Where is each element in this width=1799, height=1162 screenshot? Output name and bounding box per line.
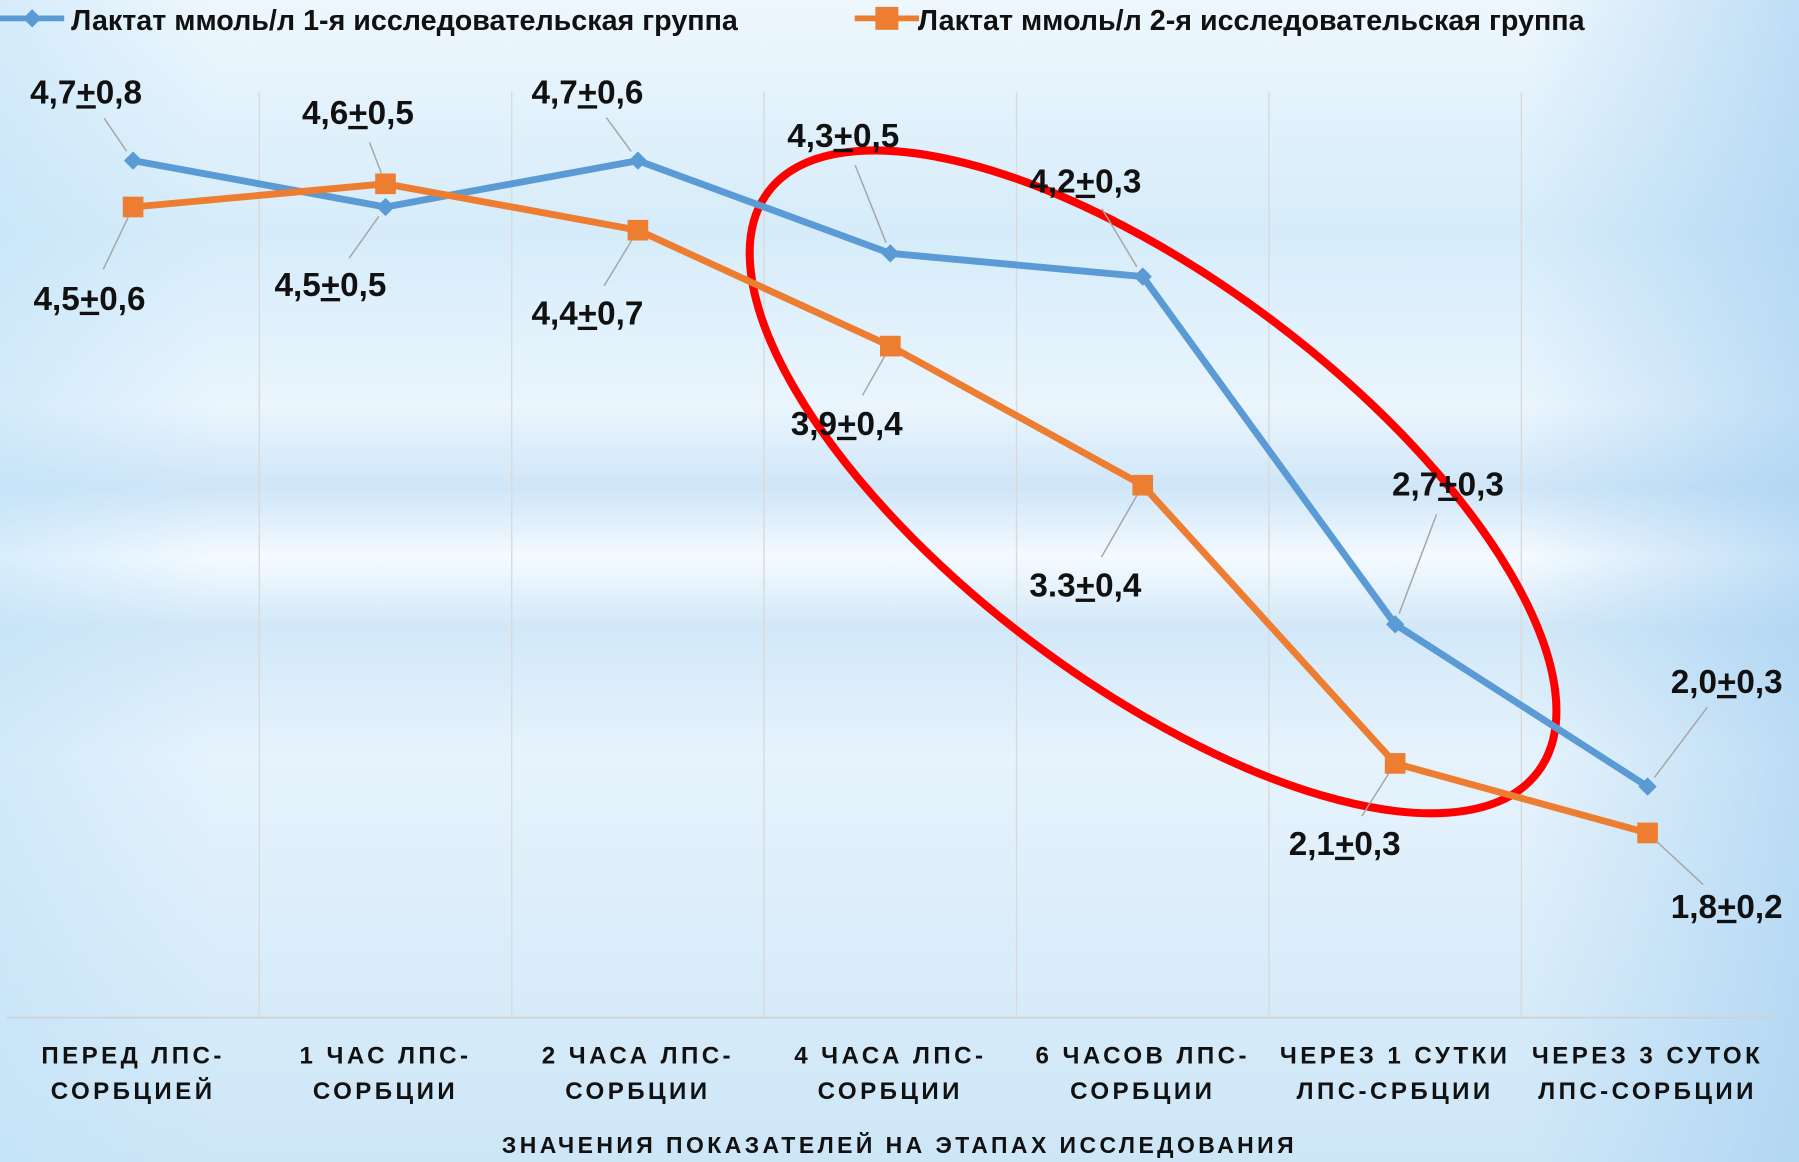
data-label: 4,3+0,5 [787,118,899,155]
label-part: + [1076,568,1095,605]
label-part: 4,6 [302,95,348,132]
leader-line [603,239,633,287]
data-label: 4,6+0,5 [302,95,414,132]
marker [1637,822,1658,844]
leader-line [368,142,383,174]
label-part: 1,8 [1671,889,1717,926]
data-label: 4,5+0,6 [34,281,146,318]
label-part: 2,0 [1671,664,1717,701]
marker [628,151,648,170]
marker [375,173,396,195]
x-tick-label: ПЕРЕД ЛПС- СОРБЦИЕЙ [41,1042,225,1105]
legend-label: Лактат ммоль/л 1-я исследовательская гру… [71,5,739,37]
label-part: 0,6 [597,74,643,111]
data-label: 4,7+0,6 [531,74,643,111]
marker [879,335,901,357]
x-tick-label: 2 ЧАСА ЛПС- СОРБЦИИ [541,1042,735,1105]
label-part: 2,1 [1289,826,1335,863]
data-label: 4,4+0,7 [531,296,643,333]
x-tick-label: ЧЕРЕЗ 3 СУТОК ЛПС-СОРБЦИИ [1531,1042,1764,1105]
data-label: 4,5+0,5 [274,267,386,304]
label-part: 0,5 [368,95,414,132]
leader-line [103,117,128,152]
label-part: 0,5 [340,267,386,304]
label-part: 4,7 [30,74,76,111]
leader-line [854,164,887,243]
label-part: + [837,406,856,443]
marker [123,151,143,170]
label-part: 0,6 [99,281,145,318]
marker [376,197,395,217]
leader-line [1398,513,1438,614]
label-part: 3,9 [791,406,837,443]
data-label: 3.3+0,4 [1029,568,1141,605]
label-part: 4,2 [1029,164,1075,201]
leader-line [348,215,380,259]
label-part: 0,3 [1458,467,1504,504]
marker [1638,777,1657,796]
leader-line [861,355,886,396]
legend-label: Лактат ммоль/л 2-я исследовательская гру… [918,5,1586,37]
leader-line [102,217,129,270]
highlight-ellipse [745,146,1561,818]
label-part: + [578,74,597,111]
label-part: + [321,267,340,304]
x-axis-title: ЗНАЧЕНИЯ ПОКАЗАТЕЛЕЙ НА ЭТАПАХ ИССЛЕДОВА… [501,1133,1298,1159]
label-part: + [578,296,597,333]
data-label: 4,2+0,3 [1029,164,1141,201]
marker [1132,474,1154,496]
label-part: 4,7 [531,74,577,111]
label-part: + [834,118,853,155]
data-label: 3,9+0,4 [791,406,903,443]
label-part: 0,8 [96,74,142,111]
label-part: + [1076,164,1095,201]
marker [881,244,900,263]
label-part: 4,4 [531,296,578,333]
marker [122,196,144,218]
leader-line [1361,772,1390,817]
legend-marker [875,6,899,30]
marker [1384,753,1406,774]
label-part: + [348,95,367,132]
leader-line [1655,840,1704,886]
label-part: 4,3 [787,118,833,155]
label-part: + [1717,664,1736,701]
data-label: 2,1+0,3 [1289,826,1401,863]
label-part: 0,5 [853,118,899,155]
label-part: + [76,74,95,111]
marker [1385,615,1405,634]
label-part: 2,7 [1392,467,1438,504]
leader-line [1653,706,1708,778]
data-label: 1,8+0,2 [1671,889,1783,926]
label-part: 0,3 [1095,164,1141,201]
label-part: 0,7 [597,296,643,333]
legend-marker [22,9,42,28]
x-tick-label: 1 ЧАС ЛПС- СОРБЦИИ [299,1042,472,1105]
x-tick-label: ЧЕРЕЗ 1 СУТКИ ЛПС-СРБЦИИ [1279,1042,1511,1105]
label-part: 3.3 [1029,568,1075,605]
leader-line [1101,208,1138,268]
label-part: 4,5 [274,267,320,304]
marker [627,219,649,241]
leader-line [1100,494,1138,558]
data-label: 2,0+0,3 [1671,664,1783,701]
label-part: + [80,281,99,318]
data-label: 2,7+0,3 [1392,467,1504,504]
label-part: 0,3 [1736,664,1782,701]
label-part: 4,5 [34,281,80,318]
label-part: + [1438,467,1457,504]
label-part: 0,4 [1095,568,1142,605]
label-part: 0,3 [1354,826,1400,863]
label-part: 0,4 [856,406,903,443]
x-tick-label: 4 ЧАСА ЛПС- СОРБЦИИ [794,1042,987,1105]
label-part: 0,2 [1736,889,1782,926]
x-tick-label: 6 ЧАСОВ ЛПС- СОРБЦИИ [1035,1042,1250,1105]
label-part: + [1717,889,1736,926]
data-label: 4,7+0,8 [30,74,142,111]
label-part: + [1335,826,1354,863]
leader-line [605,117,632,152]
